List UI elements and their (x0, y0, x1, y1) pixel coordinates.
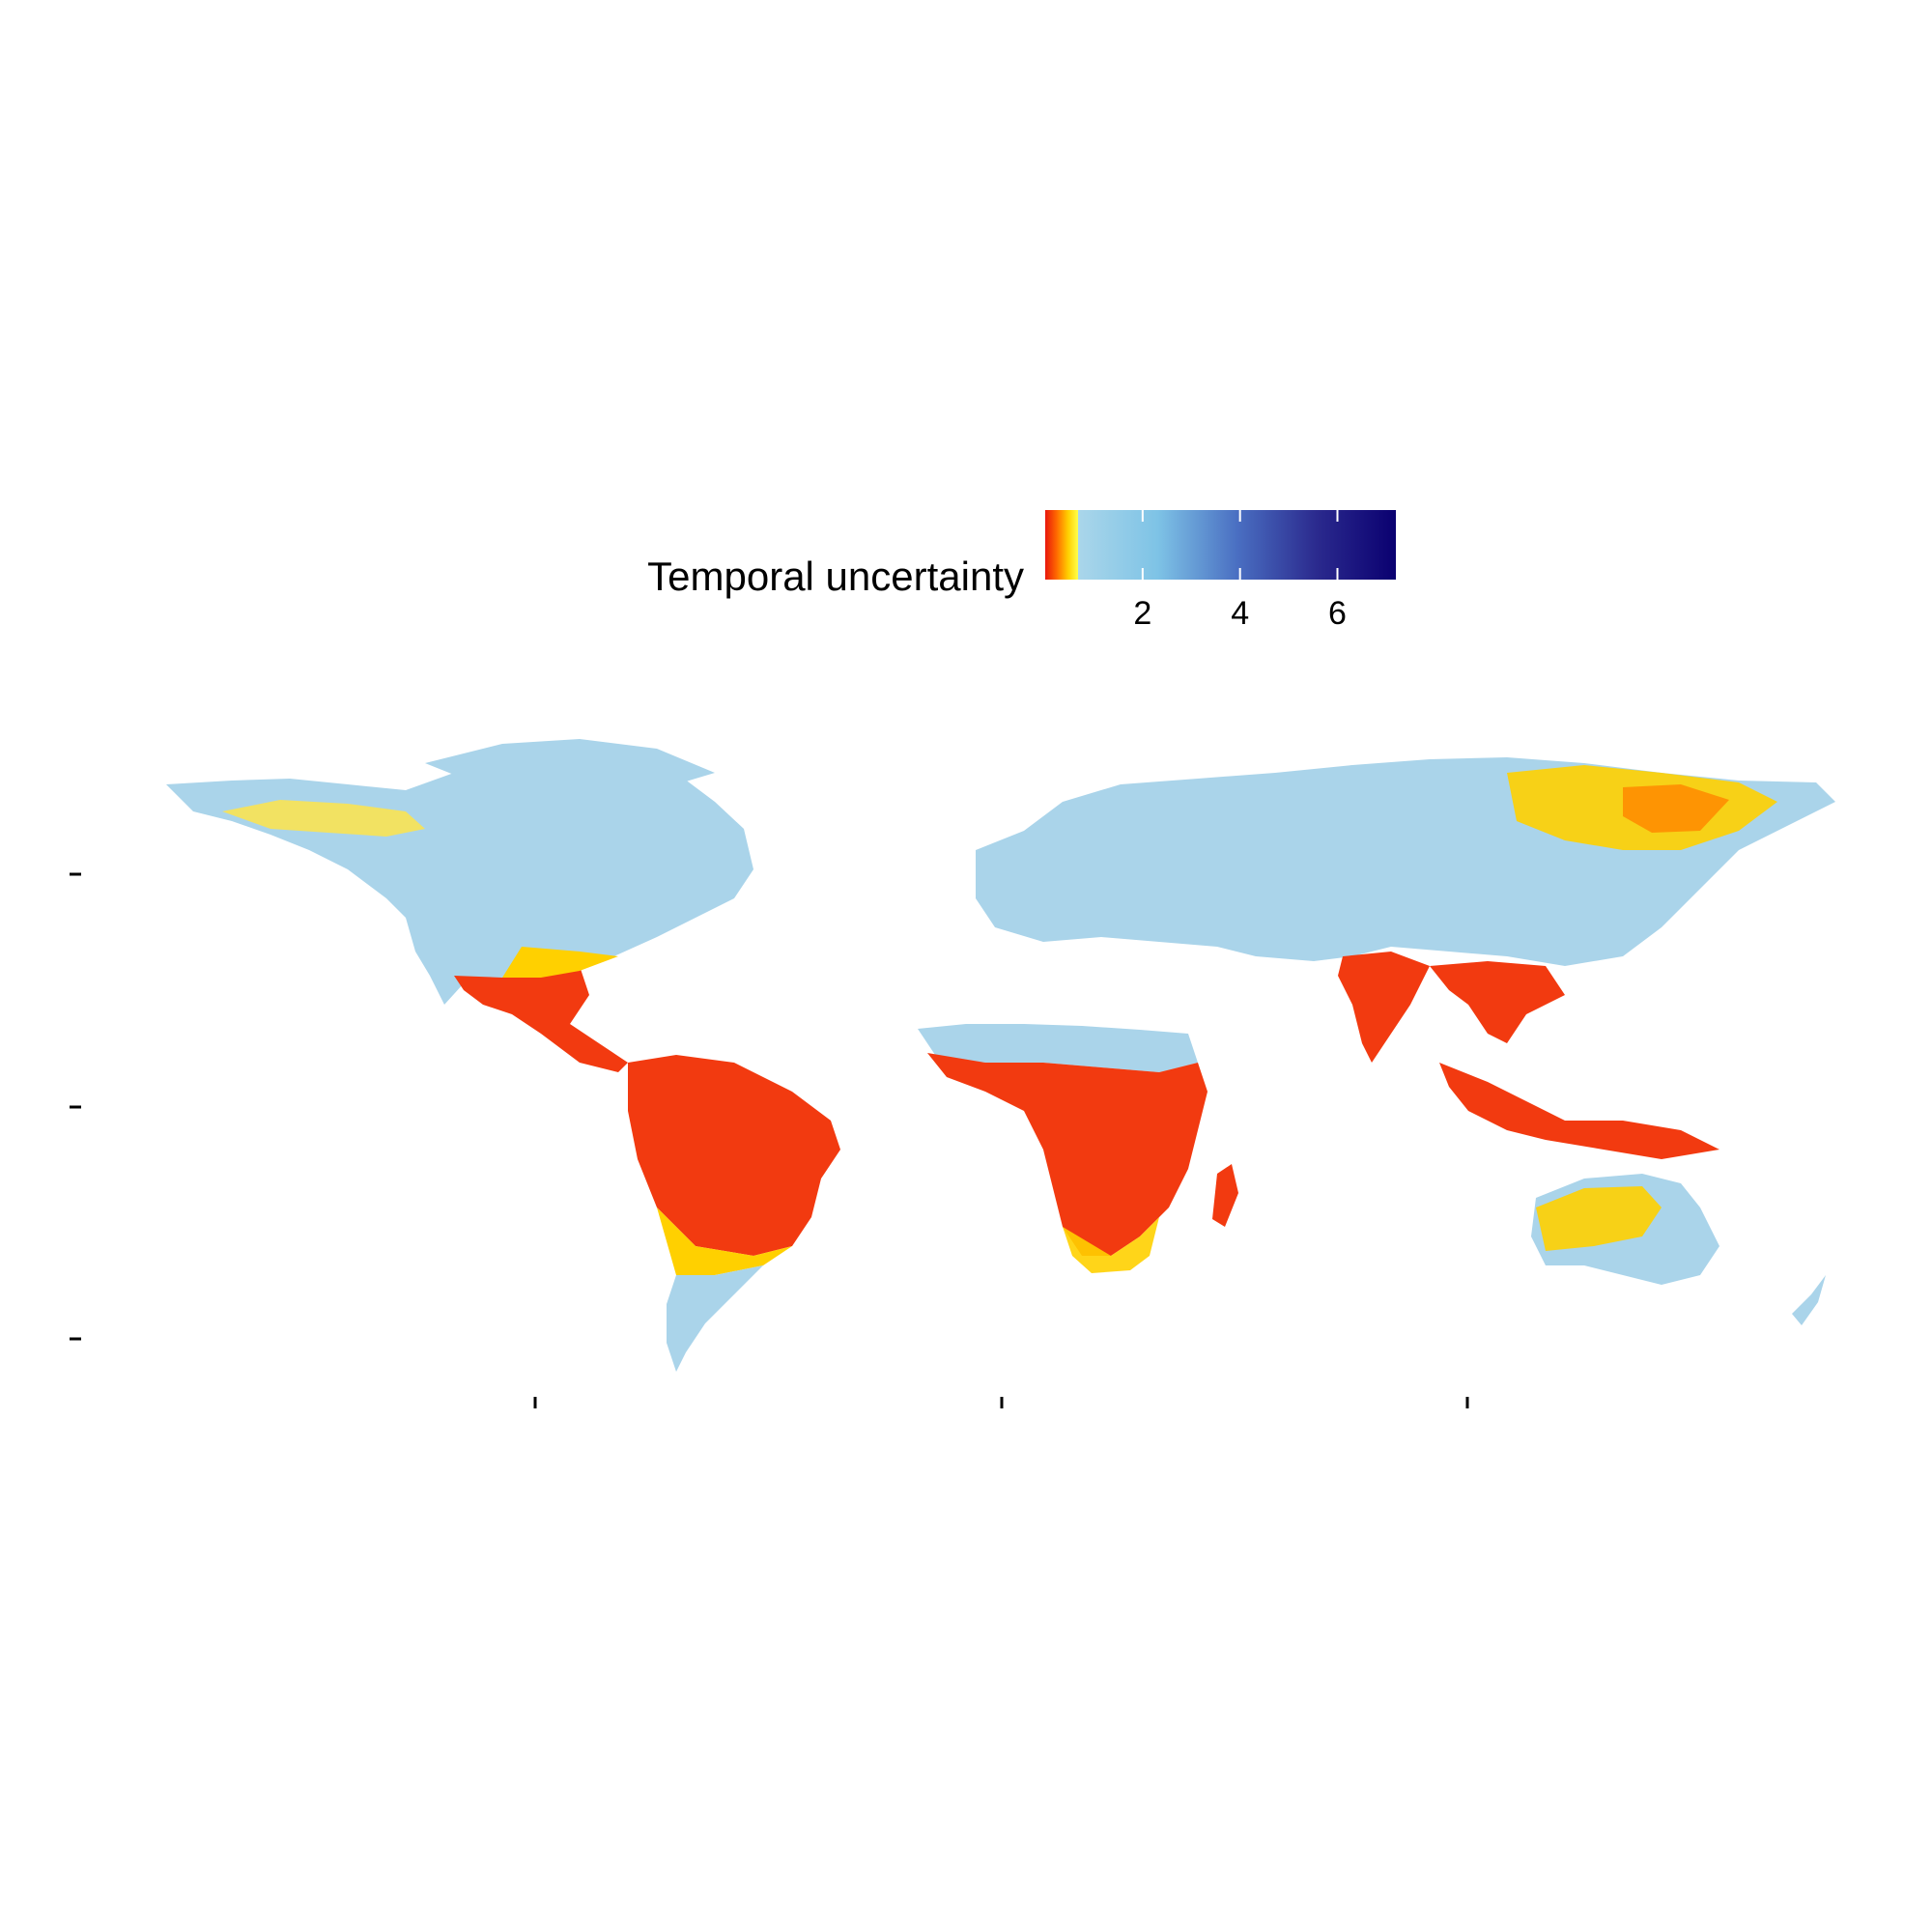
se-asia-red (1430, 961, 1565, 1043)
southern-africa-yellow (1063, 1217, 1159, 1273)
legend-title: Temporal uncertainty (647, 554, 1024, 599)
australia-yellow (1536, 1186, 1662, 1251)
legend-colorbar-high (1078, 510, 1396, 580)
central-america-red (454, 966, 628, 1072)
india-red (1338, 952, 1430, 1063)
legend-tick-label: 2 (1133, 595, 1151, 632)
south-america-yellow (657, 1208, 792, 1275)
south-america-red (628, 1055, 840, 1256)
mexico-yellow (502, 947, 618, 978)
legend-tick-label: 6 (1328, 595, 1347, 632)
madagascar (1212, 1164, 1238, 1227)
africa-north (918, 1024, 1198, 1072)
legend-tick-label: 4 (1231, 595, 1249, 632)
legend-ticks: 2 4 6 (1133, 510, 1347, 632)
north-america-land (166, 755, 753, 1005)
siberia-orange (1623, 784, 1729, 833)
africa-red (927, 1053, 1208, 1256)
south-america-south (667, 1265, 763, 1372)
north-america-yellow-north (222, 800, 425, 837)
legend: Temporal uncertainty 2 4 6 (647, 510, 1396, 632)
arctic-islands (425, 739, 715, 784)
world-map (166, 739, 1835, 1372)
indonesia-red (1439, 1063, 1719, 1159)
new-zealand (1792, 1275, 1826, 1325)
legend-colorbar-low (1045, 510, 1078, 580)
axes (70, 872, 1469, 1408)
